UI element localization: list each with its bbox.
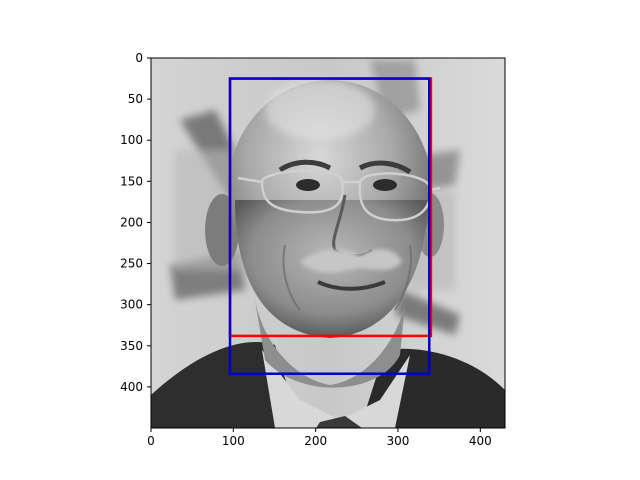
y-tick-label: 50: [128, 92, 143, 106]
y-tick-label: 400: [120, 380, 143, 394]
y-tick-label: 350: [120, 339, 143, 353]
axes-frame: [150, 57, 506, 429]
y-tick-label: 100: [120, 133, 143, 147]
bounding-boxes: [228, 77, 433, 375]
face-photo: [151, 58, 505, 428]
x-tick-label: 100: [222, 434, 245, 448]
y-tick-label: 300: [120, 298, 143, 312]
x-tick-label: 0: [147, 434, 155, 448]
x-axis: 0 100 200 300 400: [147, 428, 492, 448]
y-tick-label: 150: [120, 174, 143, 188]
x-tick-label: 400: [469, 434, 492, 448]
x-tick-label: 200: [304, 434, 327, 448]
y-axis: 0 50 100 150 200 250 300 350 400: [120, 51, 151, 394]
x-tick-label: 300: [387, 434, 410, 448]
y-tick-label: 250: [120, 257, 143, 271]
blue-bounding-box: [228, 77, 431, 375]
y-tick-label: 200: [120, 215, 143, 229]
y-tick-label: 0: [135, 51, 143, 65]
